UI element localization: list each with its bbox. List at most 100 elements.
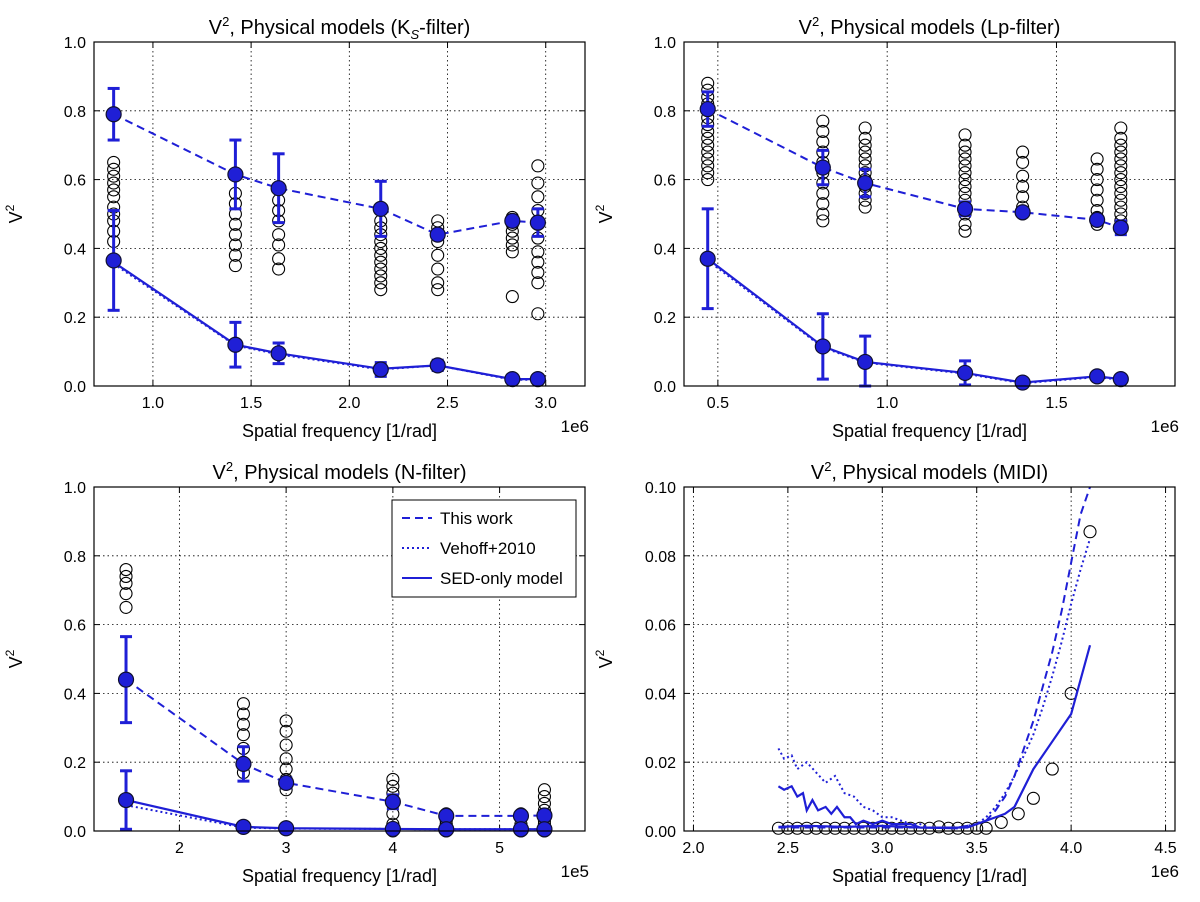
model-point: [372, 361, 389, 378]
x-multiplier-label: 1e6: [561, 417, 589, 436]
chart-title-title-prefix: V: [811, 462, 825, 484]
chart-title: V2, Physical models (MIDI): [811, 459, 1048, 484]
observation-point: [1114, 193, 1128, 207]
observation-point: [107, 162, 121, 176]
x-tick-label: 2.5: [436, 395, 458, 412]
observation-point: [531, 159, 545, 173]
y-tick-label: 0.6: [64, 618, 86, 635]
observation-point: [119, 600, 133, 614]
x-tick-label: 0.5: [707, 395, 729, 412]
y-tick-label: 0.06: [645, 618, 676, 635]
x-multiplier-label: 1e5: [561, 862, 589, 881]
chart-panel-ks-filter: 1.0 1.5 2.0 2.5 3.00.00.20.40.60.81.0V2, Phy…: [3, 14, 589, 441]
series-line-dashed: [707, 108, 1122, 229]
x-tick-label: 1.5: [1045, 395, 1067, 412]
x-tick-label: 4.0: [1060, 840, 1082, 857]
model-point: [1089, 368, 1106, 385]
model-point: [1089, 211, 1106, 228]
observation-point: [994, 815, 1008, 829]
y-axis-label-sup: 2: [593, 204, 607, 211]
observation-point: [505, 290, 519, 304]
chart-title: V2, Physical models (N-filter): [213, 459, 467, 484]
observation-point: [119, 587, 133, 601]
observation-point: [537, 783, 551, 797]
observation-point: [431, 214, 445, 228]
observation-point: [119, 569, 133, 583]
y-tick-label: 0.2: [64, 310, 86, 327]
observation-point: [279, 752, 293, 766]
observation-point: [1016, 155, 1030, 169]
y-tick-label: 0.0: [64, 379, 86, 396]
chart-title-title-sup: 2: [226, 459, 233, 474]
model-point: [857, 353, 874, 371]
observation-point: [958, 128, 972, 142]
observation-point: [979, 821, 993, 835]
x-multiplier-label: 1e6: [1151, 862, 1179, 881]
observation-point: [531, 176, 545, 190]
observation-point: [958, 224, 972, 238]
observation-point: [531, 276, 545, 290]
observation-point: [236, 728, 250, 742]
model-point: [372, 200, 389, 217]
observation-point: [374, 248, 388, 262]
observation-point: [866, 821, 880, 835]
y-tick-label: 0.02: [645, 755, 676, 772]
model-point: [536, 821, 553, 838]
x-multiplier-label: 1e6: [1151, 417, 1179, 436]
x-tick-label: 5: [495, 840, 504, 857]
model-point: [384, 793, 401, 810]
observation-point: [537, 790, 551, 804]
chart-title-title-rest: , Physical models (K: [229, 17, 411, 39]
chart-panel-lp-filter: 0.5 1.0 1.50.00.20.40.60.81.0V2, Physical …: [593, 14, 1179, 441]
observation-point: [505, 231, 519, 245]
observation-point: [119, 576, 133, 590]
observation-point: [431, 283, 445, 297]
observation-point: [236, 707, 250, 721]
observation-point: [1016, 169, 1030, 183]
observation-point: [279, 714, 293, 728]
observation-point: [228, 259, 242, 273]
observation-point: [531, 190, 545, 204]
observation-point: [1114, 179, 1128, 194]
model-point: [117, 791, 135, 809]
y-axis-label-base: V: [596, 656, 616, 668]
observation-point: [958, 145, 972, 159]
observation-point: [858, 152, 872, 166]
observation-point: [1090, 193, 1104, 207]
series-line-dotted: [707, 259, 1121, 385]
series-line-solid: [707, 257, 1121, 384]
x-tick-label: 2.0: [338, 395, 360, 412]
chart-title-title-rest: , Physical models (N-filter): [233, 462, 466, 484]
x-axis-label: Spatial frequency [1/rad]: [242, 866, 437, 886]
observation-point: [958, 186, 972, 200]
observation-point: [1045, 762, 1059, 776]
observation-point: [1114, 121, 1128, 135]
observation-point: [1114, 186, 1128, 200]
model-point: [429, 357, 446, 374]
model-point: [1014, 204, 1031, 221]
series-line-solid: [778, 824, 958, 830]
observation-point: [701, 145, 715, 159]
observation-point: [1090, 183, 1104, 197]
x-axis-label: Spatial frequency [1/rad]: [242, 421, 437, 441]
observation-point: [816, 186, 830, 200]
observation-point: [1016, 190, 1030, 204]
x-tick-label: 1.0: [142, 395, 164, 412]
observation-point: [374, 276, 388, 290]
chart-title-title-suffix: -filter): [419, 17, 470, 39]
observation-point: [894, 821, 908, 835]
observation-point: [1114, 145, 1128, 159]
y-tick-label: 0.4: [64, 241, 86, 258]
observation-point: [816, 197, 830, 211]
legend-label: This work: [440, 509, 513, 528]
observation-point: [228, 217, 242, 231]
observation-point: [531, 307, 545, 321]
observation-point: [505, 238, 519, 252]
observation-point: [958, 152, 972, 166]
y-axis-label-base: V: [596, 211, 616, 223]
y-tick-label: 0.8: [64, 104, 86, 121]
y-axis-label: V2: [593, 649, 616, 668]
observation-point: [374, 241, 388, 255]
observation-point: [228, 228, 242, 242]
observation-point: [958, 217, 972, 231]
